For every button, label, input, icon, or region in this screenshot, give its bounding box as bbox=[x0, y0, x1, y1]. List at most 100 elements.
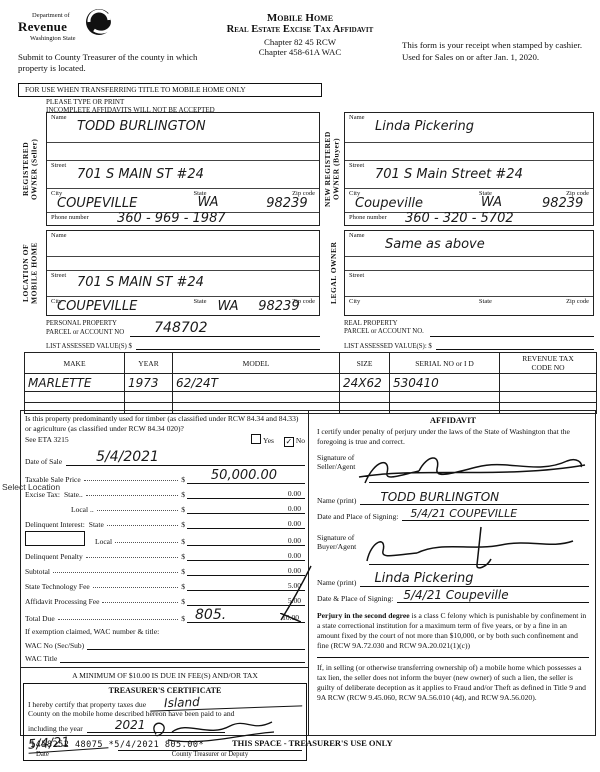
no-checkbox[interactable]: ✓ bbox=[283, 436, 294, 447]
location-street-label: Street bbox=[51, 272, 67, 279]
fee-row-subtotal: Subtotal $ 0.00 bbox=[25, 561, 305, 577]
seller-city-value: COUPEVILLE bbox=[57, 196, 138, 211]
fee-row-excise-local: Local .. $ 0.00 bbox=[25, 499, 305, 515]
yes-checkbox[interactable] bbox=[251, 433, 262, 444]
buyer-name-value: Linda Pickering bbox=[375, 119, 475, 134]
perjury-paragraph: Perjury in the second degree is a class … bbox=[317, 611, 589, 651]
legal-city-row: City State Zip code bbox=[345, 297, 593, 315]
seller-street-label: Street bbox=[51, 162, 67, 169]
table-row: MARLETTE 1973 62/24T 24X62 530410 bbox=[24, 373, 597, 392]
make-value: MARLETTE bbox=[24, 373, 125, 392]
buyer-street-value: 701 S Main Street #24 bbox=[375, 167, 523, 182]
fee-label: Taxable Sale Price bbox=[25, 475, 81, 485]
lower-section: Is this property predominantly used for … bbox=[20, 410, 596, 762]
seller-city-label: City bbox=[51, 190, 63, 197]
treasurer-line3: including the year bbox=[28, 724, 83, 734]
dor-logo: Department of Revenue Washington State bbox=[18, 9, 168, 42]
buyer-phone-label: Phone number bbox=[349, 214, 387, 221]
dollar-sign: $ bbox=[181, 505, 185, 515]
table-header-row: MAKE YEAR MODEL SIZE SERIAL NO or I D RE… bbox=[24, 352, 597, 374]
dollar-sign: $ bbox=[181, 614, 185, 624]
buyer-city-value: Coupeville bbox=[355, 196, 424, 211]
deputy-label: County Treasurer or Deputy bbox=[171, 751, 249, 759]
buyer-name-print-row: Name (print) Linda Pickering bbox=[317, 571, 589, 588]
legal-assessed-label: LIST ASSESSED VALUE(S): $ bbox=[344, 342, 432, 350]
buyer-zip-value: 98239 bbox=[541, 196, 584, 211]
buyer-section-label: NEW REGISTERED OWNER (Buyer) bbox=[323, 131, 341, 207]
fee-sublabel: State.. bbox=[63, 490, 83, 500]
incomplete-note: INCOMPLETE AFFIDAVITS WILL NOT BE ACCEPT… bbox=[46, 106, 215, 114]
wac-title-value bbox=[60, 653, 305, 664]
legal-name-value: Same as above bbox=[385, 237, 485, 252]
location-section-label: LOCATION OF MOBILE HOME bbox=[21, 242, 39, 304]
real-parcel-block: REAL PROPERTY PARCEL or ACCOUNT NO. LIST… bbox=[344, 320, 594, 350]
location-city-label: City bbox=[51, 298, 63, 305]
fee-row-delinq-penalty: Delinquent Penalty $ 0.00 bbox=[25, 546, 305, 562]
date-of-sale-value: 5/4/2021 bbox=[66, 449, 305, 467]
serial-value: 530410 bbox=[389, 373, 500, 392]
fee-row-taxable: Taxable Sale Price $ 50,000.00 bbox=[25, 466, 305, 485]
model-value: 62/24T bbox=[172, 373, 340, 392]
legal-box: Name Same as above Street City State Zip… bbox=[344, 230, 594, 316]
buyer-signature bbox=[366, 526, 574, 569]
total-correction-value: 805. bbox=[195, 607, 227, 624]
name-print-label: Name (print) bbox=[317, 496, 357, 506]
column-divider bbox=[308, 411, 309, 735]
wac-title-label: WAC Title bbox=[25, 654, 58, 664]
fee-row-excise-state: Excise Tax: State.. $ 0.00 bbox=[25, 484, 305, 500]
dollar-sign: $ bbox=[181, 490, 185, 500]
seller-sig-label: Signature of Seller/Agent bbox=[317, 453, 356, 472]
receipt-note-block: This form is your receipt when stamped b… bbox=[402, 40, 594, 64]
submit-note: Submit to County Treasurer of the county… bbox=[18, 52, 198, 74]
seller-state-label: State bbox=[193, 190, 207, 197]
location-assessed-label: LIST ASSESSED VALUE(S) $ bbox=[46, 343, 132, 350]
seller-box: Name TODD BURLINGTON Street 701 S MAIN S… bbox=[46, 112, 320, 226]
location-state-label: State bbox=[193, 298, 207, 305]
personal-parcel-block: PERSONAL PROPERTY PARCEL or ACCOUNT NO 7… bbox=[46, 320, 320, 350]
excise-state-value: 0.00 bbox=[187, 489, 305, 500]
taxable-price-value: 50,000.00 bbox=[187, 468, 305, 485]
buyer-name-row: Name Linda Pickering bbox=[345, 113, 593, 143]
legal-name-row: Name Same as above bbox=[345, 231, 593, 257]
legal-city-label: City bbox=[349, 298, 361, 305]
year-value: 1973 bbox=[124, 373, 173, 392]
seller-signature bbox=[358, 457, 586, 484]
treasurer-date-label: Date bbox=[36, 751, 49, 759]
dollar-sign: $ bbox=[181, 567, 185, 577]
legal-zip-label: Zip code bbox=[566, 298, 589, 305]
legal-assessed-value bbox=[435, 340, 594, 350]
fee-label: Excise Tax: bbox=[25, 490, 60, 500]
minimum-note: A MINIMUM OF $10.00 IS DUE IN FEE(S) AND… bbox=[21, 667, 309, 683]
col-size: SIZE bbox=[339, 352, 390, 374]
fee-row-delinq-int-state: Delinquent Interest: State $ 0.00 bbox=[25, 514, 305, 530]
legal-state-label: State bbox=[478, 298, 492, 305]
location-select-box[interactable] bbox=[25, 531, 85, 547]
location-city-value: COUPEVILLE bbox=[57, 299, 138, 314]
subtotal-value: 0.00 bbox=[187, 566, 305, 577]
location-street-value: 701 S MAIN ST #24 bbox=[77, 275, 204, 290]
buyer-sig-label: Signature of Buyer/Agent bbox=[317, 533, 357, 552]
seller-zip-value: 98239 bbox=[266, 196, 308, 211]
personal-parcel-label: PERSONAL PROPERTY PARCEL or ACCOUNT NO bbox=[46, 320, 125, 336]
yes-label: Yes bbox=[263, 435, 274, 445]
affidavit-column: AFFIDAVIT I certify under penalty of per… bbox=[317, 415, 589, 703]
type-or-print-note: PLEASE TYPE OR PRINT bbox=[46, 98, 125, 106]
buyer-signature-row: Signature of Buyer/Agent bbox=[317, 526, 589, 571]
seller-section-label: REGISTERED OWNER (Seller) bbox=[21, 138, 39, 200]
location-city-row: City COUPEVILLE State WA Zip code 98239 bbox=[47, 297, 319, 315]
exemption-label: If exemption claimed, WAC number & title… bbox=[25, 627, 160, 637]
treasurer-certificate: TREASURER'S CERTIFICATE I hereby certify… bbox=[23, 683, 307, 762]
fee-row-tech-fee: State Technology Fee $ 5.00 bbox=[25, 576, 305, 592]
fee-row-total-due: Total Due $ 805. 10.00 bbox=[25, 565, 312, 624]
seller-street-row: Street 701 S MAIN ST #24 bbox=[47, 161, 319, 189]
col-make: MAKE bbox=[24, 352, 125, 374]
buyer-street-label: Street bbox=[349, 162, 365, 169]
select-location-overlay[interactable]: Select Location bbox=[2, 482, 61, 492]
seller-phone-row: Phone number 360 - 969 - 1987 bbox=[47, 211, 319, 226]
treasurer-space-note: THIS SPACE - TREASURER'S USE ONLY bbox=[232, 738, 393, 748]
name-print-label: Name (print) bbox=[317, 578, 357, 588]
check-icon: ✓ bbox=[285, 436, 293, 446]
buyer-state-label: State bbox=[478, 190, 492, 197]
excise-local-value: 0.00 bbox=[187, 504, 305, 515]
date-of-sale-label: Date of Sale bbox=[25, 457, 63, 467]
